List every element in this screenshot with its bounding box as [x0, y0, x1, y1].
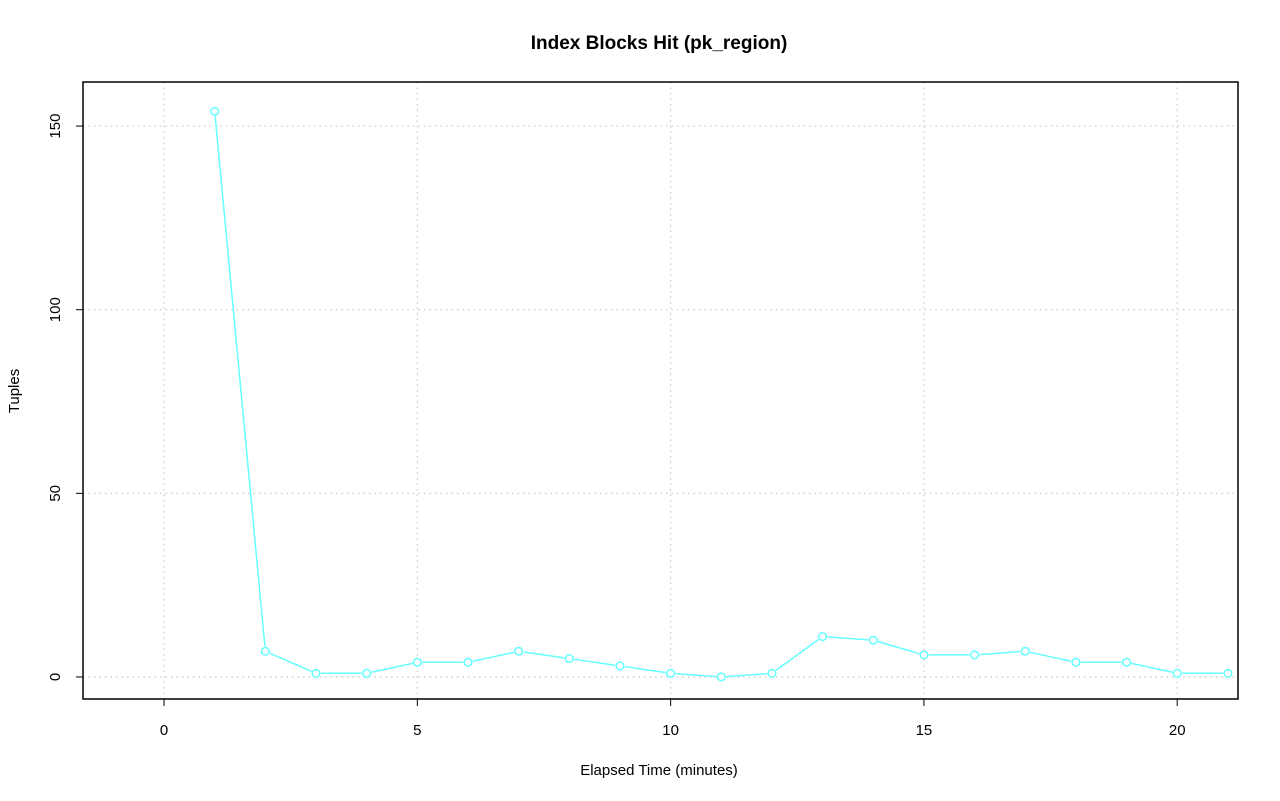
series-line-segment: [827, 636, 869, 641]
y-tick-label: 100: [47, 297, 64, 322]
data-point: [818, 632, 828, 642]
series-layer: [210, 106, 1233, 682]
series-line-segment: [214, 116, 266, 647]
series-line-segment: [775, 638, 819, 671]
series-line-segment: [574, 658, 616, 666]
data-point: [615, 661, 625, 671]
series-line-segment: [1131, 662, 1173, 673]
x-tick-label: 5: [413, 722, 421, 739]
grid-lines: [83, 82, 1238, 699]
data-point: [1071, 657, 1081, 667]
series-line-segment: [624, 665, 666, 674]
data-point: [311, 668, 321, 678]
data-point: [1122, 657, 1132, 667]
data-point: [514, 646, 524, 656]
series-line-segment: [523, 651, 565, 659]
data-point: [1020, 646, 1030, 656]
y-axis-label: Tuples: [6, 369, 23, 413]
data-point: [564, 654, 574, 664]
x-tick-label: 15: [916, 722, 933, 739]
data-point: [666, 668, 676, 678]
data-point: [919, 650, 929, 660]
x-tick-label: 20: [1169, 722, 1186, 739]
series-line-segment: [371, 662, 413, 673]
x-tick-label: 10: [662, 722, 679, 739]
data-point: [970, 650, 980, 660]
series-line-segment: [675, 672, 717, 678]
series-line-segment: [979, 650, 1021, 656]
series-line-segment: [726, 672, 768, 678]
data-point: [1223, 668, 1233, 678]
x-tick-label: 0: [160, 722, 168, 739]
y-tick-label: 150: [47, 114, 64, 139]
series-line-segment: [1029, 651, 1072, 662]
data-point: [412, 657, 422, 667]
series-line-segment: [269, 652, 312, 672]
data-point: [463, 657, 473, 667]
x-axis-label: Elapsed Time (minutes): [580, 762, 738, 779]
y-tick-label: 50: [47, 485, 64, 502]
data-point: [868, 635, 878, 645]
series-line-segment: [472, 651, 514, 662]
axes: 0 5 10 15 20 0 50 100 150: [47, 114, 1186, 739]
y-tick-label: 0: [47, 673, 64, 681]
data-point: [210, 106, 220, 116]
data-point: [1172, 668, 1182, 678]
series-line-segment: [877, 640, 920, 655]
data-point: [716, 672, 726, 682]
plot-frame: [82, 81, 1239, 700]
data-point: [767, 668, 777, 678]
data-point: [362, 668, 372, 678]
data-point: [260, 646, 270, 656]
chart-title: Index Blocks Hit (pk_region): [531, 33, 788, 54]
